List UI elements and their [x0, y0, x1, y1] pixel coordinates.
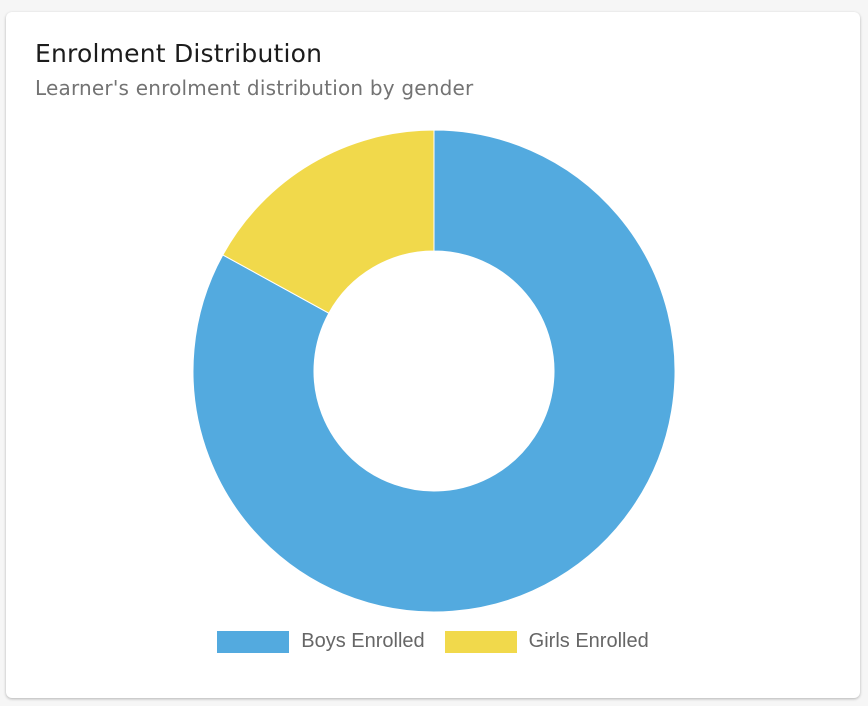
legend-item-girls[interactable]: Girls Enrolled: [444, 630, 649, 653]
legend-label-girls: Girls Enrolled: [528, 630, 649, 652]
legend-swatch-boys: [217, 630, 290, 653]
card-subtitle: Learner's enrolment distribution by gend…: [35, 76, 474, 100]
enrolment-distribution-card: Enrolment Distribution Learner's enrolme…: [6, 12, 860, 698]
donut-slice-boys[interactable]: [192, 129, 676, 613]
chart-legend: Boys Enrolled Girls Enrolled: [6, 630, 860, 653]
legend-item-boys[interactable]: Boys Enrolled: [217, 630, 425, 653]
legend-swatch-girls: [444, 630, 517, 653]
legend-label-boys: Boys Enrolled: [301, 630, 425, 652]
donut-slice-girls[interactable]: [222, 129, 435, 314]
donut-chart: [192, 129, 676, 613]
donut-slices: [192, 129, 676, 613]
card-title: Enrolment Distribution: [35, 39, 323, 68]
